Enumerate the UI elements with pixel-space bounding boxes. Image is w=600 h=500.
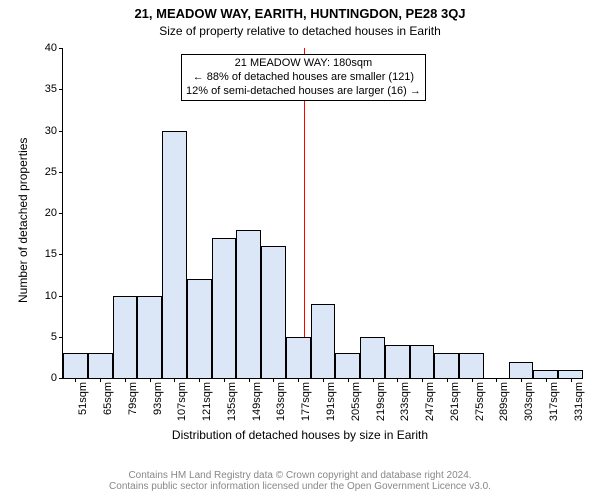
footer-line-1: Contains HM Land Registry data © Crown c… — [0, 470, 600, 481]
histogram-bar — [410, 345, 435, 378]
x-tick-label: 51sqm — [77, 382, 89, 415]
x-tick-mark — [521, 378, 522, 382]
x-tick-label: 191sqm — [325, 382, 337, 421]
annotation-line: 21 MEADOW WAY: 180sqm — [186, 57, 421, 71]
x-tick-label: 205sqm — [350, 382, 362, 421]
histogram-bar — [385, 345, 410, 378]
x-tick-label: 93sqm — [152, 382, 164, 415]
x-tick-mark — [125, 378, 126, 382]
y-tick-label: 10 — [45, 290, 63, 302]
x-tick-label: 149sqm — [251, 382, 263, 421]
x-tick-mark — [422, 378, 423, 382]
x-tick-label: 79sqm — [127, 382, 139, 415]
y-tick-label: 35 — [45, 83, 63, 95]
histogram-bar — [360, 337, 385, 378]
x-tick-mark — [224, 378, 225, 382]
histogram-bar — [88, 353, 113, 378]
histogram-bar — [434, 353, 459, 378]
x-tick-label: 317sqm — [548, 382, 560, 421]
annotation-line: ← 88% of detached houses are smaller (12… — [186, 71, 421, 85]
x-tick-label: 121sqm — [201, 382, 213, 421]
x-tick-mark — [249, 378, 250, 382]
plot-area: 21 MEADOW WAY: 180sqm← 88% of detached h… — [62, 48, 583, 379]
x-tick-label: 177sqm — [300, 382, 312, 421]
x-tick-label: 247sqm — [424, 382, 436, 421]
x-tick-label: 303sqm — [523, 382, 535, 421]
histogram-bar — [286, 337, 311, 378]
y-tick-label: 0 — [51, 372, 63, 384]
histogram-bar — [509, 362, 534, 379]
x-tick-mark — [447, 378, 448, 382]
y-tick-label: 30 — [45, 125, 63, 137]
x-tick-label: 135sqm — [226, 382, 238, 421]
x-tick-mark — [373, 378, 374, 382]
x-axis-label: Distribution of detached houses by size … — [0, 428, 600, 442]
x-tick-label: 233sqm — [399, 382, 411, 421]
y-tick-label: 25 — [45, 166, 63, 178]
x-tick-label: 331sqm — [573, 382, 585, 421]
x-tick-label: 163sqm — [275, 382, 287, 421]
histogram-bar — [459, 353, 484, 378]
histogram-bar — [558, 370, 583, 378]
histogram-bar — [335, 353, 360, 378]
x-tick-label: 289sqm — [498, 382, 510, 421]
histogram-bar — [533, 370, 558, 378]
histogram-bar — [113, 296, 138, 379]
histogram-bar — [187, 279, 212, 378]
footer-line-2: Contains public sector information licen… — [0, 481, 600, 492]
y-tick-label: 15 — [45, 248, 63, 260]
x-tick-label: 275sqm — [474, 382, 486, 421]
y-tick-label: 5 — [51, 331, 63, 343]
chart-title-sub: Size of property relative to detached ho… — [0, 24, 600, 38]
histogram-bar — [162, 131, 187, 379]
histogram-bar — [311, 304, 336, 378]
x-tick-mark — [150, 378, 151, 382]
histogram-bar — [261, 246, 286, 378]
histogram-bar — [236, 230, 261, 379]
x-tick-mark — [323, 378, 324, 382]
x-tick-mark — [100, 378, 101, 382]
x-tick-mark — [472, 378, 473, 382]
footer-text: Contains HM Land Registry data © Crown c… — [0, 470, 600, 492]
annotation-line: 12% of semi-detached houses are larger (… — [186, 85, 421, 99]
chart-container: 21, MEADOW WAY, EARITH, HUNTINGDON, PE28… — [0, 0, 600, 500]
x-tick-mark — [546, 378, 547, 382]
chart-title-main: 21, MEADOW WAY, EARITH, HUNTINGDON, PE28… — [0, 6, 600, 21]
histogram-bar — [63, 353, 88, 378]
y-tick-label: 20 — [45, 207, 63, 219]
x-tick-label: 65sqm — [102, 382, 114, 415]
x-tick-label: 107sqm — [176, 382, 188, 421]
x-tick-label: 219sqm — [375, 382, 387, 421]
histogram-bar — [212, 238, 237, 378]
annotation-box: 21 MEADOW WAY: 180sqm← 88% of detached h… — [181, 54, 426, 101]
x-tick-mark — [348, 378, 349, 382]
y-axis-label: Number of detached properties — [16, 138, 30, 303]
x-tick-mark — [571, 378, 572, 382]
histogram-bar — [137, 296, 162, 379]
y-tick-label: 40 — [45, 42, 63, 54]
x-tick-label: 261sqm — [449, 382, 461, 421]
